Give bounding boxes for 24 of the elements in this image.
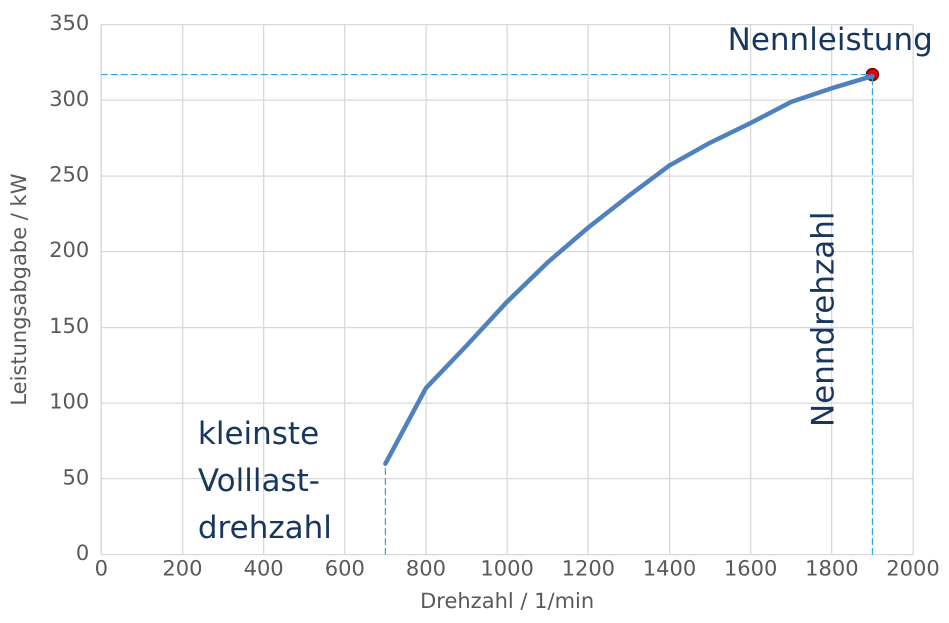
- x-axis-title: Drehzahl / 1/min: [420, 588, 594, 613]
- y-tick-label: 50: [62, 465, 90, 490]
- annotation: Nenndrehzahl: [805, 212, 842, 428]
- x-tick-label: 1600: [724, 556, 778, 581]
- y-tick-label: 200: [49, 238, 90, 262]
- x-tick-label: 800: [406, 556, 446, 581]
- x-tick-label: 600: [324, 556, 365, 581]
- y-axis-title: Leistungsabgabe / kW: [7, 173, 32, 406]
- annotation: kleinste Volllast- drehzahl: [198, 416, 332, 546]
- y-tick-label: 300: [49, 86, 90, 111]
- y-tick-label: 350: [49, 11, 90, 36]
- x-tick-label: 1000: [480, 556, 534, 581]
- x-tick-label: 200: [162, 556, 202, 581]
- x-tick-label: 1200: [562, 556, 616, 581]
- x-tick-label: 2000: [886, 556, 940, 581]
- y-tick-label: 0: [76, 541, 90, 566]
- y-tick-label: 250: [49, 162, 90, 186]
- y-tick-label: 100: [49, 390, 90, 414]
- annotation: Nennleistung: [728, 22, 933, 58]
- x-tick-label: 400: [244, 556, 284, 581]
- x-tick-label: 1800: [805, 556, 859, 581]
- x-tick-label: 1400: [642, 556, 696, 581]
- x-tick-label: 0: [94, 556, 108, 581]
- y-tick-label: 150: [49, 314, 90, 338]
